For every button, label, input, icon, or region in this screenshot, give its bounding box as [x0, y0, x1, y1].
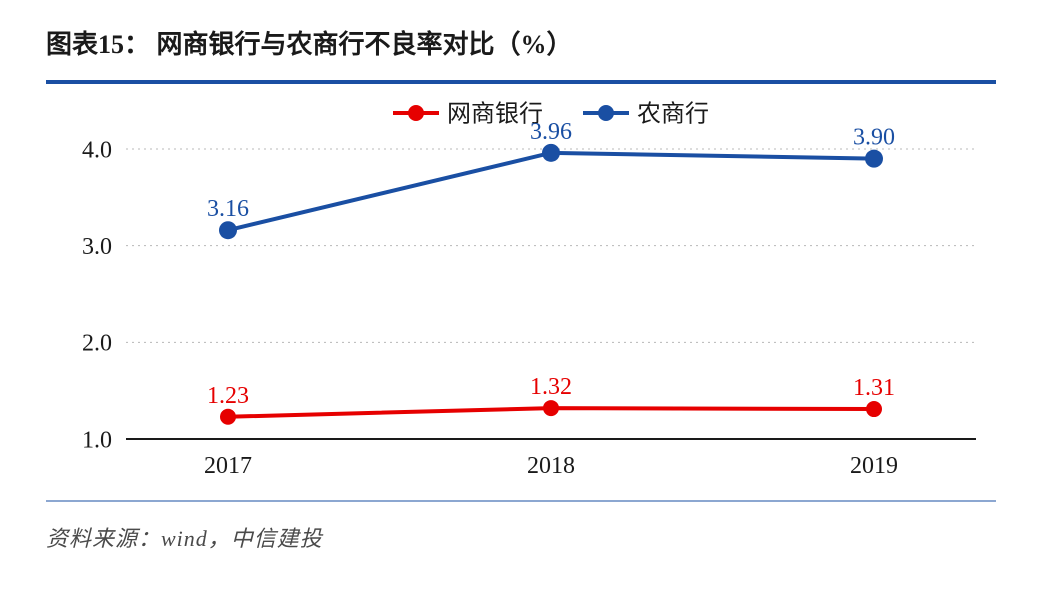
figure-container: 图表15： 网商银行与农商行不良率对比（%） 网商银行 农商行 1.0 2.0 3.0 4… — [0, 0, 1042, 598]
figure-source: 资料来源：wind，中信建投 — [46, 521, 996, 553]
svg-text:4.0: 4.0 — [82, 137, 112, 163]
chart-svg: 网商银行 农商行 1.0 2.0 3.0 4.0 2017 2018 2019 1.23 1.32 1… — [46, 89, 996, 489]
svg-text:1.23: 1.23 — [207, 383, 249, 409]
svg-text:2018: 2018 — [527, 453, 575, 479]
svg-text:3.96: 3.96 — [530, 119, 572, 145]
svg-text:3.0: 3.0 — [82, 234, 112, 260]
svg-text:2019: 2019 — [850, 453, 898, 479]
figure-title: 图表15： 网商银行与农商行不良率对比（%） — [46, 30, 573, 59]
svg-text:1.32: 1.32 — [530, 374, 572, 400]
svg-text:2.0: 2.0 — [82, 331, 112, 357]
svg-text:2017: 2017 — [204, 453, 252, 479]
svg-text:农商行: 农商行 — [637, 100, 709, 127]
source-rule-thin — [46, 500, 996, 502]
svg-text:1.0: 1.0 — [82, 427, 112, 453]
chart-area: 网商银行 农商行 1.0 2.0 3.0 4.0 2017 2018 2019 1.23 1.32 1… — [46, 89, 996, 489]
title-rule-thick — [46, 80, 996, 84]
svg-text:3.16: 3.16 — [207, 196, 249, 222]
svg-text:1.31: 1.31 — [853, 375, 895, 401]
title-block: 图表15： 网商银行与农商行不良率对比（%） — [46, 24, 996, 71]
svg-text:网商银行: 网商银行 — [447, 100, 543, 127]
svg-text:3.90: 3.90 — [853, 125, 895, 151]
